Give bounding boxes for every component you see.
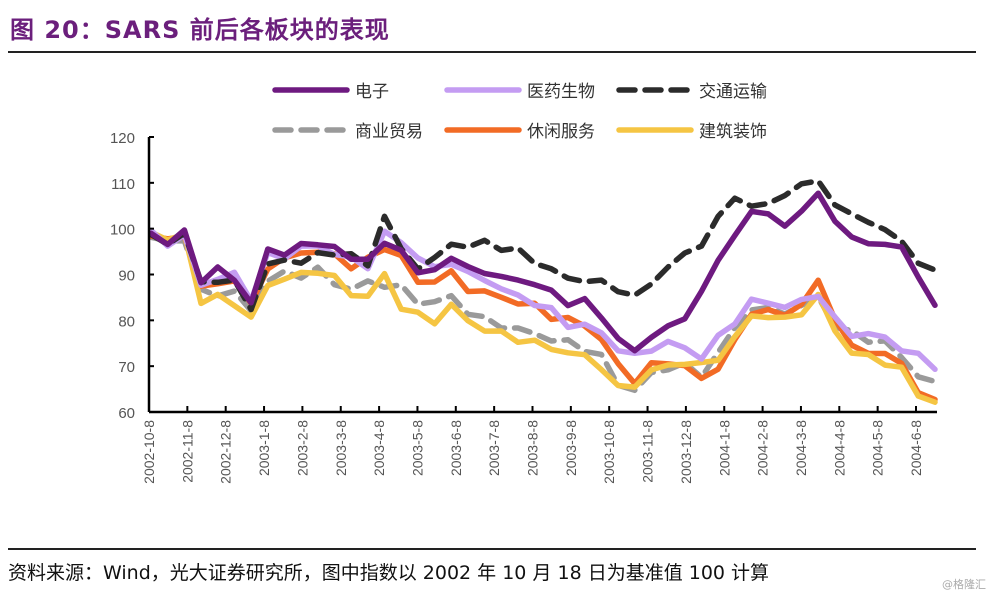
legend-item: 建筑装饰 — [616, 122, 767, 142]
legend-label: 医药生物 — [527, 82, 595, 102]
x-tick-label: 2003-6-8 — [448, 420, 464, 476]
y-tick-label: 120 — [110, 130, 135, 147]
footer-divider — [8, 548, 976, 550]
series-line-1 — [148, 227, 938, 373]
series-line-0 — [148, 190, 938, 354]
x-tick-label: 2004-1-8 — [716, 420, 732, 476]
x-tick-label: 2003-5-8 — [409, 420, 425, 476]
x-tick-label: 2004-4-8 — [831, 420, 847, 476]
legend-item: 医药生物 — [444, 82, 595, 102]
x-tick-label: 2004-5-8 — [870, 420, 886, 476]
x-tick-label: 2003-10-8 — [601, 420, 617, 484]
x-tick-label: 2003-12-8 — [678, 420, 694, 484]
series-line-2 — [148, 178, 938, 313]
legend-label: 休闲服务 — [527, 122, 595, 142]
legend-label: 交通运输 — [699, 82, 767, 102]
x-tick-label: 2004-3-8 — [793, 420, 809, 476]
series-layer — [148, 178, 938, 405]
x-tick-label: 2002-12-8 — [218, 420, 234, 484]
watermark: @格隆汇 — [942, 578, 986, 591]
y-tick-label: 80 — [118, 313, 135, 330]
x-tick-label: 2004-2-8 — [755, 420, 771, 476]
legend-label: 电子 — [355, 82, 389, 102]
y-tick-label: 110 — [111, 176, 135, 193]
series-line-4 — [148, 233, 938, 403]
x-tick-label: 2003-1-8 — [256, 420, 272, 476]
x-tick-label: 2003-8-8 — [525, 420, 541, 476]
title-divider — [8, 51, 976, 53]
legend-label: 建筑装饰 — [699, 122, 767, 142]
legend-item: 休闲服务 — [444, 122, 595, 142]
x-tick-label: 2003-2-8 — [294, 420, 310, 476]
x-tick-label: 2003-7-8 — [486, 420, 502, 476]
x-tick-label: 2004-6-8 — [908, 420, 924, 476]
x-tick-label: 2002-10-8 — [141, 420, 157, 484]
y-tick-label: 70 — [118, 359, 135, 376]
series-line-5 — [148, 229, 938, 405]
y-tick-label: 90 — [118, 268, 135, 285]
x-tick-label: 2003-4-8 — [371, 420, 387, 476]
x-tick-label: 2003-3-8 — [333, 420, 349, 476]
y-tick-label: 60 — [118, 405, 135, 422]
y-tick-label: 100 — [110, 222, 135, 239]
legend-item: 交通运输 — [616, 82, 767, 102]
legend-item: 电子 — [272, 82, 389, 102]
source-note: 资料来源：Wind，光大证券研究所，图中指数以 2002 年 10 月 18 日… — [8, 562, 770, 584]
legend-item: 商业贸易 — [272, 122, 423, 142]
legend-label: 商业贸易 — [355, 122, 423, 142]
axes: 60 70 80 90 100 110 120 2002-10-8 2002-11-8 2002-… — [110, 130, 937, 484]
figure-title: 图 20：SARS 前后各板块的表现 — [10, 16, 390, 44]
x-tick-label: 2003-11-8 — [640, 420, 656, 483]
x-tick-label: 2002-11-8 — [179, 420, 195, 483]
x-tick-label: 2003-9-8 — [563, 420, 579, 476]
